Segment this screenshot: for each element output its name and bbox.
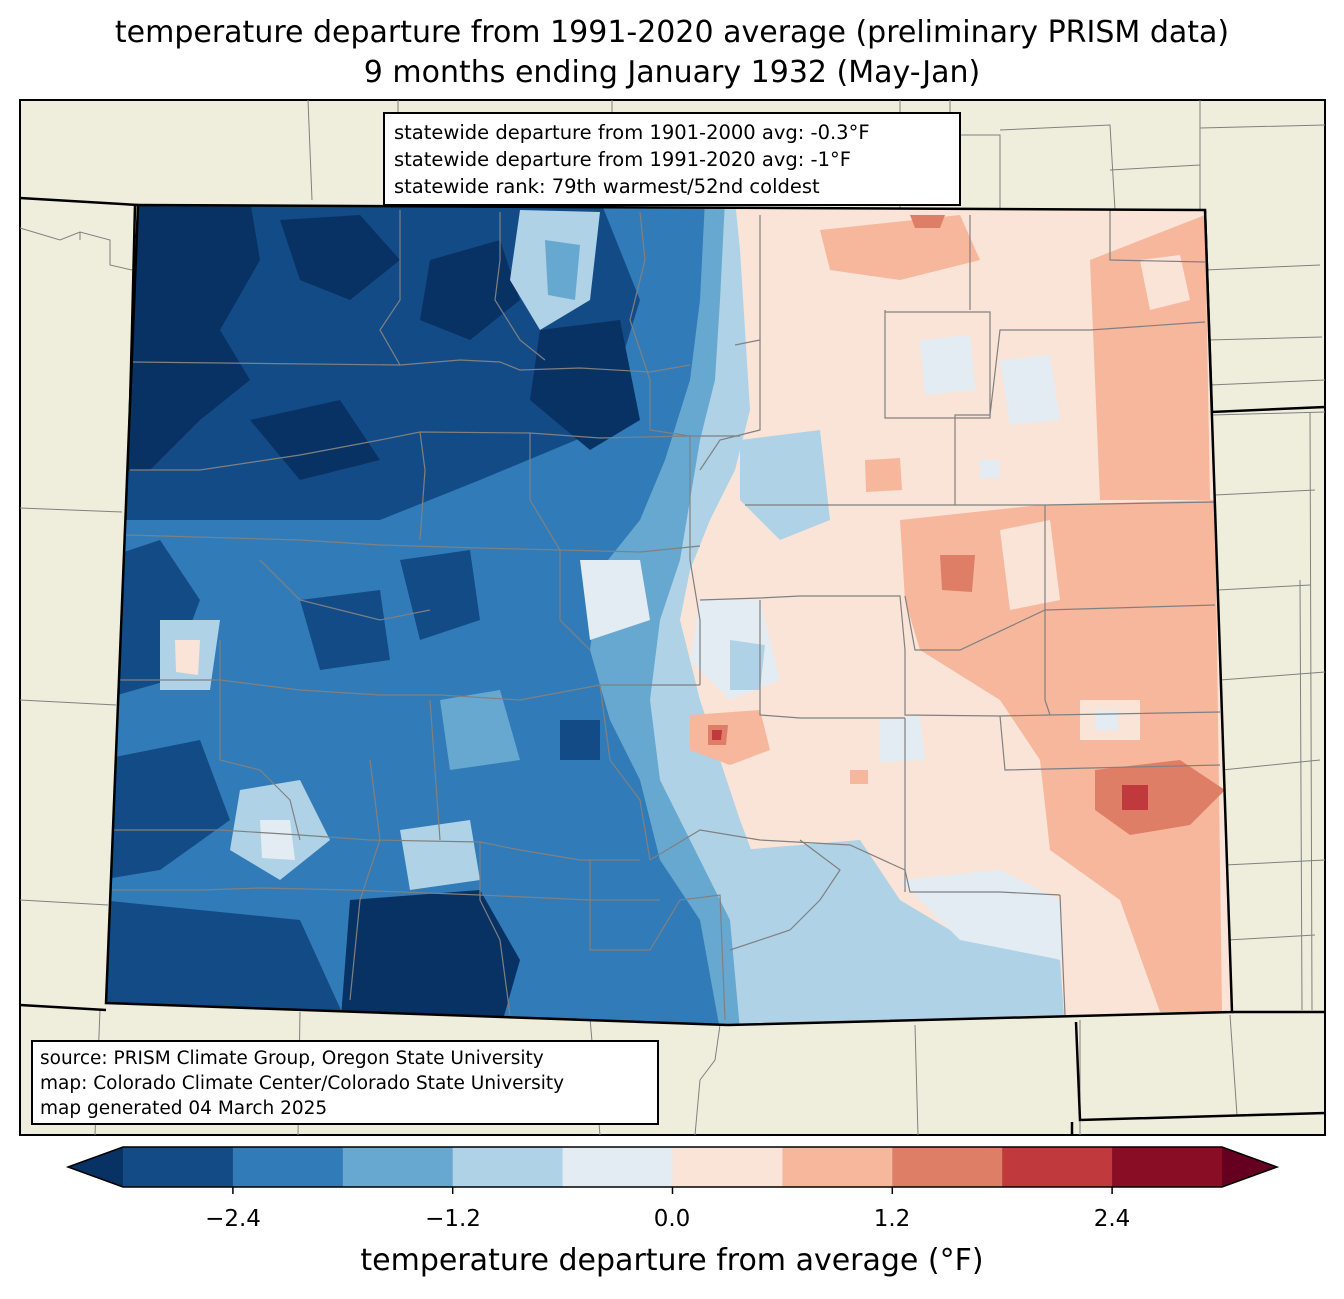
colorbar-bin: [342, 1147, 454, 1187]
map-credit-line: map: Colorado Climate Center/Colorado St…: [40, 1073, 565, 1094]
map-title: temperature departure from 1991-2020 ave…: [114, 15, 1230, 50]
colorbar-bin: [1112, 1147, 1223, 1187]
colorbar-bin: [672, 1147, 783, 1187]
colorbar-label: temperature departure from average (°F): [360, 1243, 984, 1278]
colorbar-extend-low: [68, 1147, 123, 1187]
colorbar-outline: [65, 1146, 1280, 1188]
colorado-border: [104, 203, 1234, 1027]
colorbar-tick-label: −1.2: [425, 1206, 481, 1232]
colorbar-tick-label: 2.4: [1093, 1206, 1131, 1232]
county-lines: [112, 210, 1221, 1021]
stat-departure-1991-2020: statewide departure from 1991-2020 avg: …: [394, 148, 851, 171]
colorbar-tick-label: −2.4: [205, 1206, 261, 1232]
source-box: source: PRISM Climate Group, Oregon Stat…: [31, 1040, 659, 1125]
colorbar-bin: [782, 1147, 893, 1187]
temperature-field: [106, 205, 1232, 1025]
statewide-stats-box: statewide departure from 1901-2000 avg: …: [383, 112, 961, 206]
colorbar-tick-label: 1.2: [873, 1206, 911, 1232]
colorbar-bin: [1002, 1147, 1113, 1187]
colorbar-bin: [452, 1147, 564, 1187]
colorbar-bin: [562, 1147, 673, 1187]
colorbar-bin: [892, 1147, 1003, 1187]
colorbar-tick-label: 0.0: [653, 1206, 691, 1232]
stat-rank: statewide rank: 79th warmest/52nd coldes…: [394, 175, 820, 198]
colorbar-extend-high: [1222, 1147, 1277, 1187]
colorbar-bin: [123, 1147, 234, 1187]
map-subtitle: 9 months ending January 1932 (May-Jan): [363, 55, 981, 90]
colorbar-bin: [232, 1147, 344, 1187]
colorbar: [65, 1146, 1280, 1194]
generated-date-line: map generated 04 March 2025: [40, 1098, 328, 1119]
source-line: source: PRISM Climate Group, Oregon Stat…: [40, 1048, 544, 1069]
stat-departure-1901-2000: statewide departure from 1901-2000 avg: …: [394, 121, 870, 144]
